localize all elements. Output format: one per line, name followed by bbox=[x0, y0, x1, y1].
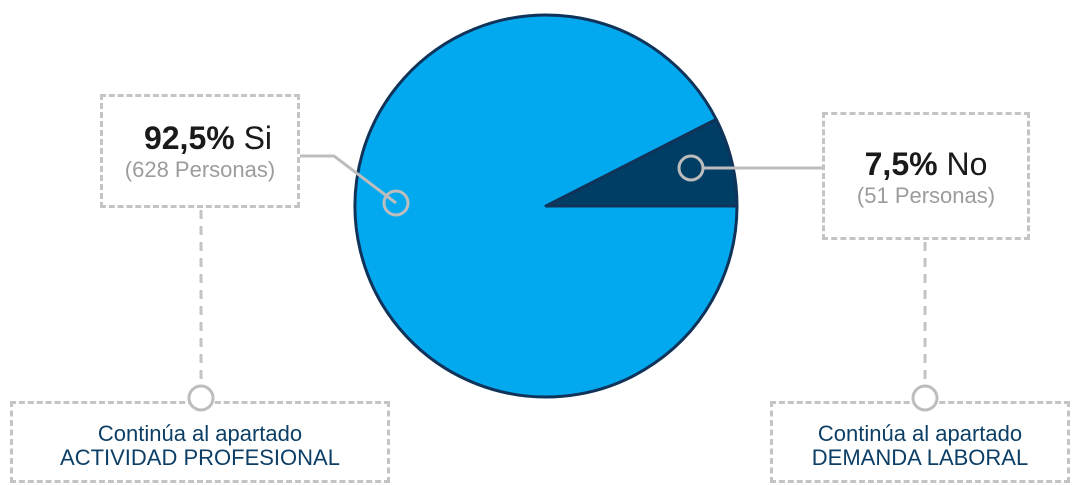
leader-si bbox=[300, 154, 397, 205]
slice-label-si: 92,5% Si (628 Personas) bbox=[100, 94, 300, 208]
category-no: No bbox=[946, 146, 988, 182]
count-si: (628 Personas) bbox=[124, 157, 276, 182]
leader-lines bbox=[300, 154, 822, 217]
percent-no: 7,5% bbox=[864, 146, 938, 182]
slice-si bbox=[353, 13, 739, 399]
outcome-no-line2: DEMANDA LABORAL bbox=[811, 445, 1029, 470]
outcome-no-line1: Continúa al apartado bbox=[817, 421, 1023, 446]
percent-si: 92,5% bbox=[143, 120, 235, 156]
category-si: Si bbox=[243, 120, 273, 156]
pie-slices bbox=[353, 13, 739, 399]
count-no: (51 Personas) bbox=[856, 183, 996, 208]
marker-si bbox=[382, 189, 410, 217]
slice-label-no: 7,5% No (51 Personas) bbox=[822, 112, 1030, 240]
outcome-box-si: Continúa al apartado ACTIVIDAD PROFESION… bbox=[10, 401, 390, 483]
outcome-box-no: Continúa al apartado DEMANDA LABORAL bbox=[770, 401, 1070, 483]
outcome-si-line1: Continúa al apartado bbox=[97, 421, 303, 446]
marker-no bbox=[677, 154, 705, 182]
outcome-si-line2: ACTIVIDAD PROFESIONAL bbox=[60, 445, 340, 470]
